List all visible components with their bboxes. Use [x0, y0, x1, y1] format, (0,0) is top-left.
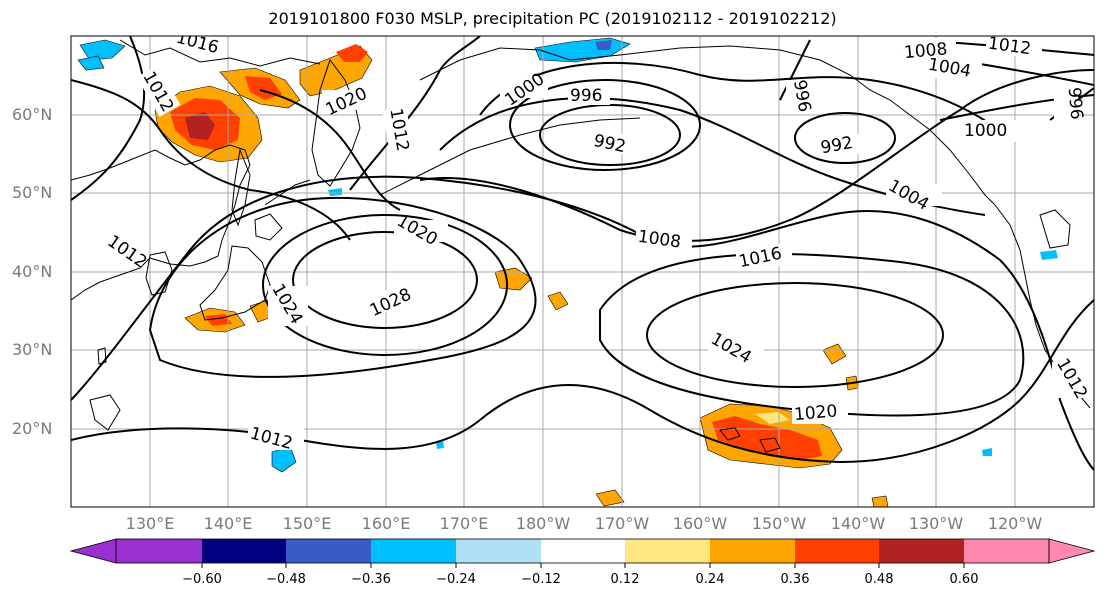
- contour-1020-north: [259, 89, 401, 211]
- coast-sakhalin: [231, 148, 251, 227]
- colorbar: [69, 538, 1096, 568]
- contour-1020-west: [148, 196, 537, 378]
- coast-alaska: [419, 45, 996, 206]
- colorbar-tick-label: −0.36: [351, 572, 391, 587]
- colorbar-seg-9: [795, 539, 879, 563]
- colorbar-seg-5: [456, 539, 541, 563]
- precip-patch-south-1: [595, 489, 625, 507]
- contour-1028: [292, 231, 478, 329]
- lat-label-50n: 50°N: [12, 183, 53, 202]
- contour-label-1012-c: 1012: [987, 33, 1033, 59]
- colorbar-tick-label: −0.60: [182, 572, 222, 587]
- contour-1008: [419, 69, 1094, 242]
- precip-patch-east-1: [822, 343, 847, 365]
- contour-1024-west: [262, 214, 508, 356]
- colorbar-seg-11: [964, 539, 1049, 563]
- lon-label-150e: 150°E: [282, 514, 332, 533]
- coast-japan-honshu: [199, 245, 271, 321]
- precip-patch-south-2: [871, 495, 889, 507]
- contour-1012-north: [349, 36, 481, 191]
- lon-label-140w: 140°W: [830, 514, 886, 533]
- colorbar-extend-left: [69, 538, 117, 564]
- colorbar-seg-7: [625, 539, 710, 563]
- precip-neg-bering-core: [595, 40, 612, 50]
- colorbar-tick-label: −0.24: [436, 572, 476, 587]
- contour-label-1008-a: 1008: [903, 39, 948, 63]
- colorbar-tick-label: 0.48: [864, 572, 894, 587]
- contour-996-west: [509, 79, 701, 171]
- contour-label-1012-d: 1012: [104, 231, 151, 272]
- colorbar-tick-label: 0.12: [610, 572, 640, 587]
- gridlines: [71, 36, 1094, 507]
- colorbar-extend-right: [1048, 538, 1096, 564]
- contour-label-996-a: 996: [570, 86, 602, 106]
- coast-korea: [145, 251, 173, 296]
- precip-neg-spot-3: [1040, 250, 1058, 260]
- coast-taiwan: [97, 347, 107, 365]
- coast-japan-hokkaido: [254, 213, 283, 241]
- colorbar-seg-3: [286, 539, 371, 563]
- lon-label-170e: 170°E: [439, 514, 489, 533]
- lon-label-130e: 130°E: [125, 514, 175, 533]
- precip-patch-hawaii-light: [755, 412, 790, 424]
- chart-title: 2019101800 F030 MSLP, precipitation PC (…: [268, 9, 837, 28]
- lat-label-60n: 60°N: [12, 105, 53, 124]
- contour-1016-nw: [71, 79, 351, 241]
- coast-nw-top: [119, 39, 321, 67]
- colorbar-seg-10: [879, 539, 964, 563]
- lon-label-160e: 160°E: [361, 514, 411, 533]
- contour-label-1000-b: 1000: [964, 121, 1007, 141]
- coast-aleutians: [379, 117, 641, 196]
- colorbar-tick-label: 0.60: [949, 572, 979, 587]
- precip-neg-spot-4: [328, 188, 342, 196]
- colorbar-tick-label: 0.24: [695, 572, 725, 587]
- contour-label-1004-b: 1004: [885, 176, 932, 215]
- lon-label-120w: 120°W: [987, 514, 1043, 533]
- colorbar-seg-2: [202, 539, 286, 563]
- colorbar-border: [115, 538, 1050, 564]
- contour-label-996-c: 996: [1064, 86, 1087, 120]
- lon-label-160w: 160°W: [672, 514, 728, 533]
- precip-patch-hawaii-core: [712, 416, 822, 460]
- contour-996-mid: [779, 39, 811, 101]
- contour-label-992-b: 992: [819, 133, 854, 158]
- lon-label-170w: 170°W: [594, 514, 650, 533]
- lon-label-140e: 140°E: [203, 514, 253, 533]
- contour-992-east: [794, 112, 896, 164]
- lon-label-180w: 180°W: [515, 514, 571, 533]
- precip-neg-spot-2: [982, 448, 992, 456]
- contour-1024-east: [646, 282, 944, 388]
- contour-label-1024-b: 1024: [707, 329, 754, 368]
- colorbar-seg-8: [710, 539, 795, 563]
- precip-neg-nw-2: [77, 55, 105, 71]
- colorbar-tick-label: 0.36: [780, 572, 810, 587]
- coast-asia: [71, 144, 251, 301]
- lon-label-150w: 150°W: [751, 514, 807, 533]
- colorbar-seg-4: [371, 539, 456, 563]
- colorbar-seg-6: [541, 539, 625, 563]
- colorbar-seg-1: [116, 539, 202, 563]
- contour-label-996-b: 996: [789, 78, 814, 113]
- lat-label-40n: 40°N: [12, 262, 53, 281]
- map-border: [70, 35, 1095, 508]
- contour-label-1020-c: 1020: [793, 401, 838, 425]
- lat-label-20n: 20°N: [12, 419, 53, 438]
- colorbar-tick-label: −0.12: [521, 572, 561, 587]
- coast-philippines: [89, 394, 121, 431]
- contour-1000: [479, 62, 1011, 141]
- precip-patch-mid-1: [494, 267, 533, 291]
- precip-patch-mid-2: [547, 291, 569, 311]
- coast-hawaii: [719, 427, 781, 453]
- lat-label-30n: 30°N: [12, 340, 53, 359]
- coast-bay: [1039, 209, 1071, 249]
- contour-1020-east: [599, 252, 1025, 417]
- precip-patch-north-3: [336, 44, 368, 62]
- contour-1012-nw: [71, 36, 146, 201]
- precip-patch-okhotsk-max: [185, 112, 215, 140]
- colorbar-tick-label: −0.48: [266, 572, 306, 587]
- lon-label-130w: 130°W: [908, 514, 964, 533]
- precip-neg-nw-1: [79, 39, 126, 61]
